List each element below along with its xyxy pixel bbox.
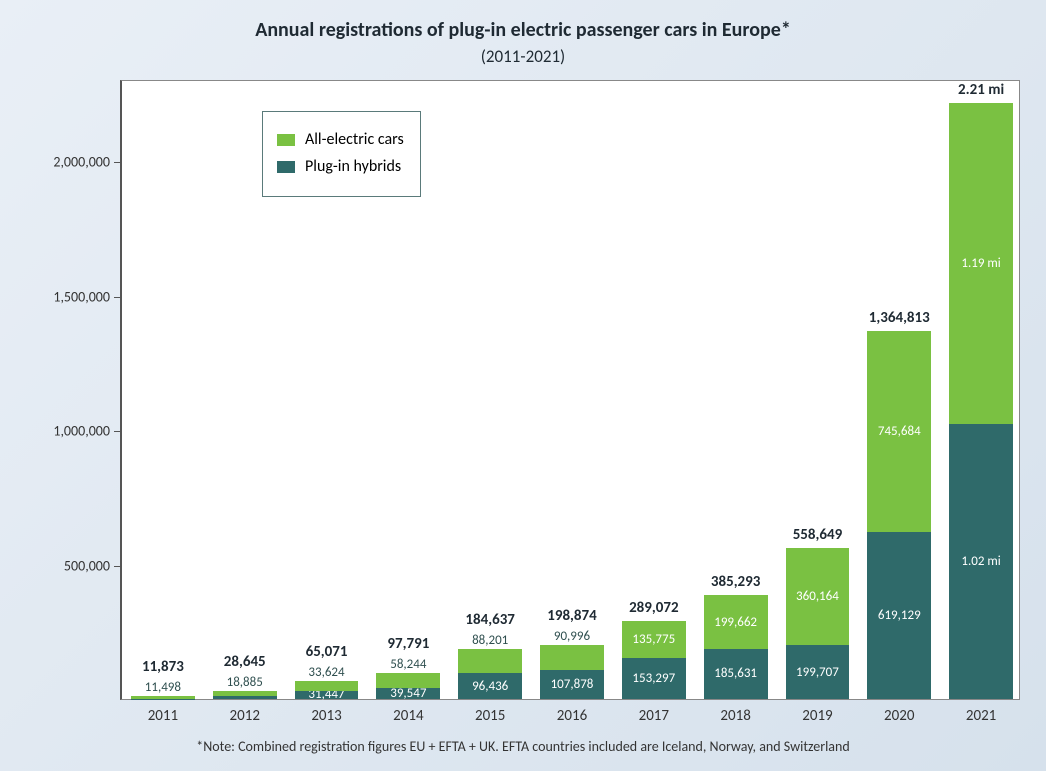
x-axis-tick-label: 2018 <box>720 699 750 725</box>
bar-segment-bev <box>458 649 522 673</box>
x-axis-tick-label: 2019 <box>802 699 832 725</box>
bar-segment-bev: 745,684 <box>867 331 931 532</box>
bar-total-label: 289,072 <box>629 599 678 621</box>
stacked-bar: 619,129745,6841,364,813 <box>867 331 931 699</box>
stacked-bar: 18,88528,645 <box>213 691 277 699</box>
chart-container: Annual registrations of plug-in electric… <box>0 0 1046 771</box>
legend: All-electric cars Plug-in hybrids <box>262 111 421 197</box>
legend-swatch <box>277 161 295 173</box>
stacked-bar: 199,707360,164558,649 <box>786 548 850 699</box>
x-axis-tick-label: 2013 <box>311 699 341 725</box>
bar-segment-hybrid <box>213 696 277 699</box>
legend-label: Plug-in hybrids <box>305 157 401 176</box>
stacked-bar: 31,44733,62465,071 <box>295 681 359 699</box>
y-axis-tick-label: 2,000,000 <box>53 153 122 170</box>
bar-total-label: 11,873 <box>142 658 184 696</box>
x-axis-tick-label: 2012 <box>230 699 260 725</box>
bar-segment-bev <box>213 691 277 696</box>
y-axis-tick-label: 1,500,000 <box>53 288 122 305</box>
chart-title: Annual registrations of plug-in electric… <box>0 18 1046 42</box>
bar-total-label: 184,637 <box>465 611 514 649</box>
bar-total-label: 2.21 mi <box>958 81 1004 103</box>
bar-total-label: 28,645 <box>224 653 266 691</box>
bar-segment-bev: 199,662 <box>704 595 768 649</box>
bar-segment-bev <box>540 645 604 670</box>
stacked-bar: 39,54758,24497,791 <box>376 673 440 699</box>
stacked-bar: 96,43688,201184,637 <box>458 649 522 699</box>
bar-segment-hybrid: 1.02 mi <box>949 424 1013 699</box>
x-axis-tick-label: 2021 <box>966 699 996 725</box>
chart-subtitle: (2011-2021) <box>0 46 1046 67</box>
legend-label: All-electric cars <box>305 130 404 149</box>
x-axis-tick-label: 2015 <box>475 699 505 725</box>
legend-item: Plug-in hybrids <box>277 157 404 176</box>
stacked-bar: 107,87890,996198,874 <box>540 645 604 699</box>
bar-total-label: 65,071 <box>306 643 348 681</box>
bar-total-label: 558,649 <box>793 526 842 548</box>
stacked-bar: 1.02 mi1.19 mi2.21 mi <box>949 103 1013 699</box>
y-axis-tick-label: 1,000,000 <box>53 423 122 440</box>
bar-total-label: 97,791 <box>387 635 429 673</box>
legend-swatch <box>277 134 295 146</box>
bar-segment-bev: 135,775 <box>622 621 686 658</box>
bar-segment-hybrid: 185,631 <box>704 649 768 699</box>
bar-total-label: 385,293 <box>711 573 760 595</box>
footnote: *Note: Combined registration figures EU … <box>0 738 1046 755</box>
legend-item: All-electric cars <box>277 130 404 149</box>
stacked-bar: 185,631199,662385,293 <box>704 595 768 699</box>
x-axis-tick-label: 2017 <box>639 699 669 725</box>
bar-segment-hybrid: 31,447 <box>295 691 359 699</box>
plot-area: All-electric cars Plug-in hybrids 500,00… <box>120 80 1020 700</box>
bar-total-label: 198,874 <box>547 607 596 645</box>
x-axis-tick-label: 2014 <box>393 699 423 725</box>
bar-segment-hybrid: 199,707 <box>786 645 850 699</box>
bar-segment-bev: 360,164 <box>786 548 850 645</box>
bar-segment-bev <box>376 673 440 689</box>
bar-segment-bev <box>131 696 195 699</box>
x-axis-tick-label: 2020 <box>884 699 914 725</box>
x-axis-tick-label: 2011 <box>148 699 178 725</box>
bar-segment-hybrid: 107,878 <box>540 670 604 699</box>
y-axis-tick-label: 500,000 <box>64 558 122 575</box>
bar-total-label: 1,364,813 <box>869 309 930 331</box>
bar-segment-hybrid: 153,297 <box>622 658 686 699</box>
x-axis-tick-label: 2016 <box>557 699 587 725</box>
bar-segment-hybrid: 96,436 <box>458 673 522 699</box>
bar-segment-bev: 1.19 mi <box>949 103 1013 424</box>
stacked-bar: 153,297135,775289,072 <box>622 621 686 699</box>
bar-segment-bev <box>295 681 359 690</box>
bar-segment-hybrid: 619,129 <box>867 532 931 699</box>
stacked-bar: 11,49811,873 <box>131 696 195 699</box>
bar-segment-hybrid: 39,547 <box>376 688 440 699</box>
